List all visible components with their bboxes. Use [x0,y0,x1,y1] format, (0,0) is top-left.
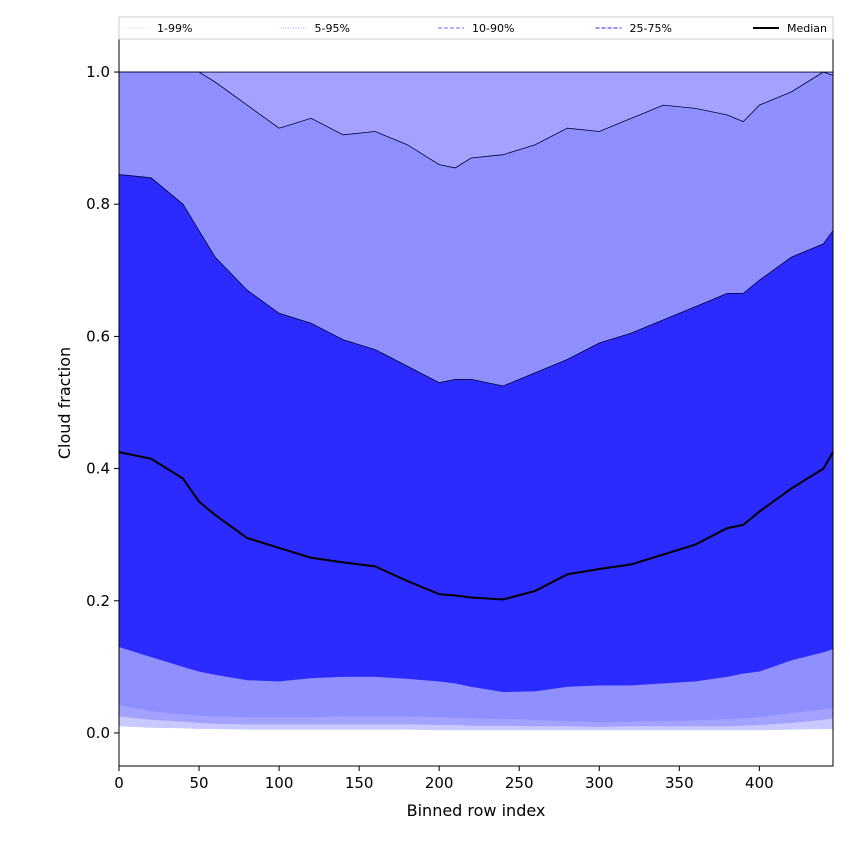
x-tick-label: 300 [585,774,614,792]
percentile-bands [118,71,834,731]
legend-label: 25-75% [630,22,672,35]
x-tick-label: 50 [189,774,208,792]
band-core [119,174,833,692]
x-tick-label: 200 [425,774,454,792]
y-tick-label: 0.0 [86,724,110,742]
median-line [118,451,834,601]
legend: 1-99% 5-95% 10-90% 25-75% Median [118,16,834,40]
y-tick-label: 0.2 [86,592,110,610]
x-tick-label: 350 [665,774,694,792]
x-tick-label: 400 [745,774,774,792]
y-ticks: 0.0 0.2 0.4 0.6 0.8 1.0 [86,63,119,742]
legend-label: 10-90% [472,22,514,35]
x-ticks: 0 50 100 150 200 250 300 350 400 [114,766,774,792]
y-axis-label: Cloud fraction [55,347,74,459]
band-edge-25-75pct [118,174,834,387]
x-tick-label: 250 [505,774,534,792]
y-tick-label: 0.8 [86,195,110,213]
x-tick-label: 150 [345,774,374,792]
x-tick-label: 100 [265,774,294,792]
legend-box [118,16,834,40]
median-layer [118,451,834,601]
band-edge-10-90pct [119,71,834,169]
x-tick-label: 0 [114,774,124,792]
x-axis-label: Binned row index [407,801,546,820]
legend-label: Median [787,22,827,35]
legend-label: 5-95% [315,22,350,35]
y-tick-label: 0.6 [86,327,110,345]
legend-label: 1-99% [157,22,192,35]
y-tick-label: 0.4 [86,460,110,478]
y-tick-label: 1.0 [86,63,110,81]
